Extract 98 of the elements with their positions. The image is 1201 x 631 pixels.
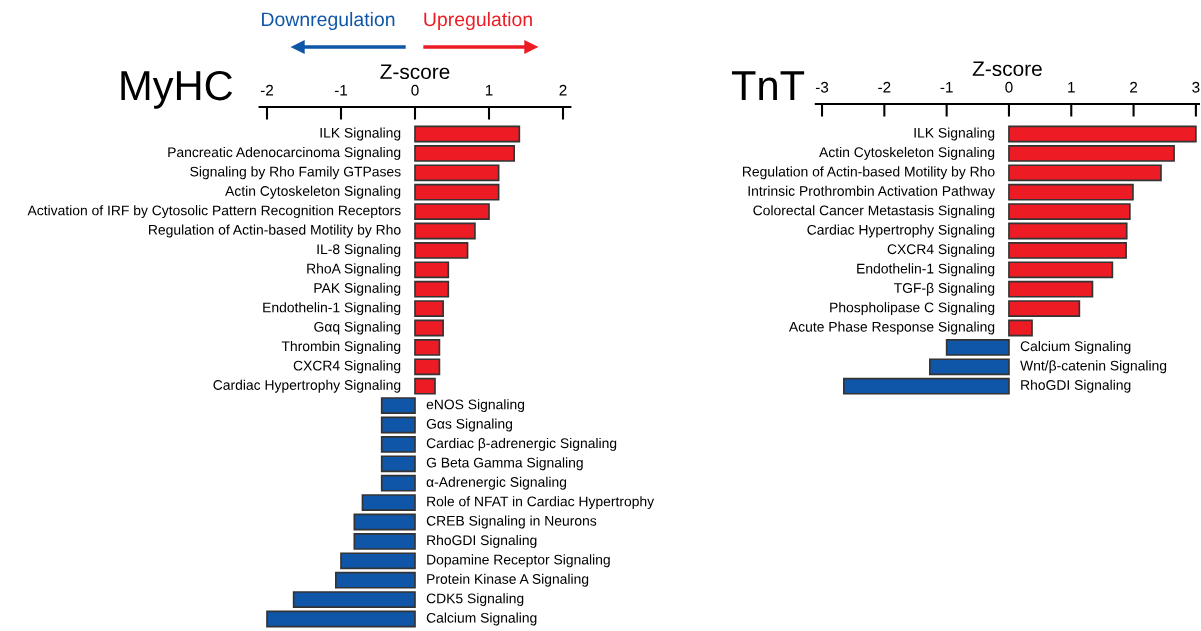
bar xyxy=(266,610,416,628)
bar xyxy=(414,222,476,240)
y-tick-label: Cardiac Hypertrophy Signaling xyxy=(213,379,401,393)
bar xyxy=(334,571,416,589)
bar xyxy=(1008,280,1094,298)
text: Downregulation xyxy=(262,11,395,31)
y-tick-label: Colorectal Cancer Metastasis Signaling xyxy=(753,205,995,219)
y-tick-label: G Beta Gamma Signaling xyxy=(426,457,583,471)
x-tick-label: 0 xyxy=(1005,81,1013,93)
x-tick-label: -3 xyxy=(815,81,829,93)
x-tick-label: 1 xyxy=(1068,81,1075,93)
bar xyxy=(361,494,416,512)
y-tick-label: Dopamine Receptor Signaling xyxy=(427,554,610,568)
bar xyxy=(414,203,490,221)
y-tick-label: RhoA Signaling xyxy=(307,263,401,277)
bar xyxy=(1008,222,1128,240)
x-tick-label: -2 xyxy=(878,81,891,93)
y-tick-label: CDK5 Signaling xyxy=(426,593,524,607)
y-tick-label: Phospholipase C Signaling xyxy=(830,302,995,316)
y-tick-label: TGF-β Signaling xyxy=(894,282,995,296)
y-tick-label: Thrombin Signaling xyxy=(281,340,401,354)
bar xyxy=(292,591,416,609)
y-tick-label: eNOS Signaling xyxy=(426,399,525,413)
x-tick-label: 3 xyxy=(1192,81,1200,93)
x-tick-label: 1 xyxy=(485,84,493,96)
y-tick-label: Actin Cytoskeleton Signaling xyxy=(819,146,995,160)
bar xyxy=(414,125,521,143)
y-tick-label: Signaling by Rho Family GTPases xyxy=(190,166,401,180)
y-tick-label: Wnt/β-catenin Signaling xyxy=(1020,360,1167,374)
bar xyxy=(380,474,416,492)
bar xyxy=(380,435,416,453)
y-tick-label: Endothelin-1 Signaling xyxy=(263,302,401,316)
y-tick-label: Actin Cytoskeleton Signaling xyxy=(225,185,401,199)
y-tick-label: PAK Signaling xyxy=(314,282,401,296)
x-tick-label: -1 xyxy=(940,81,953,93)
y-tick-label: Endothelin-1 Signaling xyxy=(857,263,995,277)
bar xyxy=(414,261,450,279)
bar xyxy=(414,338,441,356)
bar xyxy=(414,377,436,395)
y-tick-label: α-Adrenergic Signaling xyxy=(426,476,567,490)
bar xyxy=(1008,164,1162,182)
y-tick-label: CREB Signaling in Neurons xyxy=(426,515,597,529)
bar xyxy=(414,144,515,162)
y-tick-label: Cardiac β-adrenergic Signaling xyxy=(426,437,617,451)
bar xyxy=(414,164,500,182)
bar xyxy=(414,183,500,201)
bar xyxy=(1008,203,1131,221)
text: Upregulation xyxy=(424,11,532,31)
bar xyxy=(380,455,416,473)
y-tick-label: Regulation of Actin-based Motility by Rho xyxy=(743,166,995,180)
bar xyxy=(1008,300,1081,318)
y-tick-label: CXCR4 Signaling xyxy=(887,243,995,257)
x-tick-label: -1 xyxy=(334,84,348,96)
bar xyxy=(928,358,1010,376)
bar xyxy=(1008,125,1197,143)
bar xyxy=(843,377,1010,395)
y-tick-label: Calcium Signaling xyxy=(426,612,537,626)
bar xyxy=(414,358,441,376)
bar xyxy=(353,513,416,531)
y-tick-label: Pancreatic Adenocarcinoma Signaling xyxy=(168,146,401,160)
x-tick-label: 2 xyxy=(1130,81,1138,93)
bar xyxy=(1008,319,1033,337)
y-tick-label: Activation of IRF by Cytosolic Pattern Recognition Receptors xyxy=(27,205,401,219)
chart-title: TnT xyxy=(731,71,805,100)
chart-title: MyHC xyxy=(121,70,233,109)
y-tick-label: Intrinsic Prothrombin Activation Pathway xyxy=(748,185,996,199)
bar xyxy=(380,397,416,415)
x-axis-title: Z-score xyxy=(380,64,450,80)
bar xyxy=(1008,241,1127,259)
y-tick-label: IL-8 Signaling xyxy=(317,243,401,257)
y-tick-label: Gαq Signaling xyxy=(314,321,401,335)
x-tick-label: 0 xyxy=(411,84,419,96)
bar xyxy=(414,280,450,298)
bar xyxy=(1008,144,1175,162)
bar xyxy=(945,338,1010,356)
y-tick-label: Calcium Signaling xyxy=(1020,340,1131,354)
y-tick-label: RhoGDI Signaling xyxy=(427,534,537,548)
y-tick-label: Gαs Signaling xyxy=(426,418,512,432)
bar xyxy=(1008,261,1114,279)
bar xyxy=(1008,183,1134,201)
bar xyxy=(414,241,469,259)
bar xyxy=(340,552,416,570)
y-tick-label: Cardiac Hypertrophy Signaling xyxy=(807,224,995,238)
y-tick-label: Role of NFAT in Cardiac Hypertrophy xyxy=(427,496,655,510)
x-axis-title: Z-score xyxy=(972,61,1042,77)
bar xyxy=(414,319,444,337)
y-tick-label: Regulation of Actin-based Motility by Rho xyxy=(149,224,401,238)
y-tick-label: ILK Signaling xyxy=(320,127,401,141)
x-tick-label: 2 xyxy=(559,84,567,96)
y-tick-label: ILK Signaling xyxy=(914,127,995,141)
y-tick-label: Acute Phase Response Signaling xyxy=(788,321,995,335)
x-tick-label: -2 xyxy=(260,84,274,96)
y-tick-label: RhoGDI Signaling xyxy=(1021,379,1131,393)
y-tick-label: Protein Kinase A Signaling xyxy=(427,573,589,587)
y-tick-label: CXCR4 Signaling xyxy=(293,360,401,374)
bar xyxy=(414,300,444,318)
bar xyxy=(353,532,416,550)
bar xyxy=(380,416,416,434)
